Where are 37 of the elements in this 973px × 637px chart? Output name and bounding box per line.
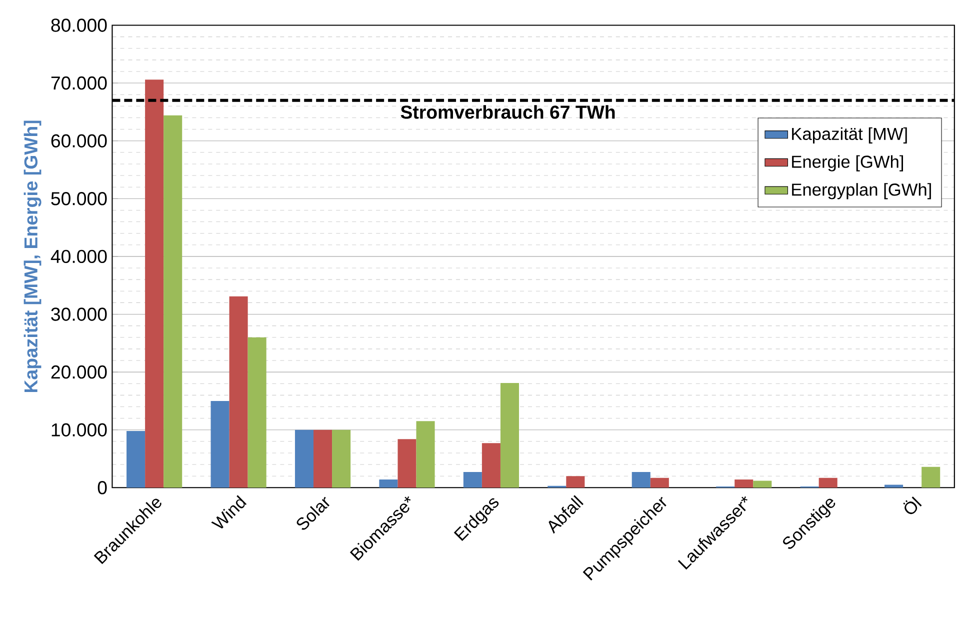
bar — [734, 479, 754, 488]
bar — [294, 430, 314, 488]
bar — [210, 400, 230, 488]
bar — [500, 382, 519, 488]
bar — [416, 421, 435, 488]
bar — [398, 439, 416, 488]
y-tick-label: 40.000 — [50, 250, 107, 263]
y-tick-label: 0 — [98, 480, 107, 494]
y-tick-label: 10.000 — [52, 423, 107, 436]
x-tick-label: Öl — [903, 496, 922, 514]
y-tick-label: 20.000 — [51, 365, 107, 379]
bar — [818, 478, 838, 488]
bar — [126, 430, 146, 488]
bar — [332, 430, 351, 488]
bar — [922, 466, 940, 488]
bar — [164, 115, 182, 488]
legend-label: Energie [GWh] — [792, 155, 903, 172]
y-axis-title: Kapazität [MW], Energie [GWh] — [24, 120, 42, 392]
y-tick-label: 50.000 — [51, 192, 107, 206]
y-tick-label: 30.000 — [51, 308, 107, 321]
bar — [650, 478, 669, 488]
bar — [463, 472, 482, 488]
bar — [753, 480, 772, 488]
bar — [248, 337, 266, 488]
bar — [379, 479, 398, 488]
bar — [566, 476, 585, 488]
bar — [632, 472, 650, 488]
y-tick-label: 80.000 — [51, 18, 107, 32]
bar — [482, 443, 500, 488]
bar — [145, 80, 164, 488]
ref-line-label: Stromverbrauch 67 TWh — [400, 105, 615, 119]
y-tick-label: 70.000 — [51, 76, 107, 90]
bar — [229, 296, 248, 488]
legend-label: Energyplan [GWh] — [792, 182, 931, 200]
y-tick-label: 60.000 — [51, 134, 107, 148]
bar — [314, 430, 332, 488]
legend-label: Kapazität [MW] — [792, 127, 907, 144]
